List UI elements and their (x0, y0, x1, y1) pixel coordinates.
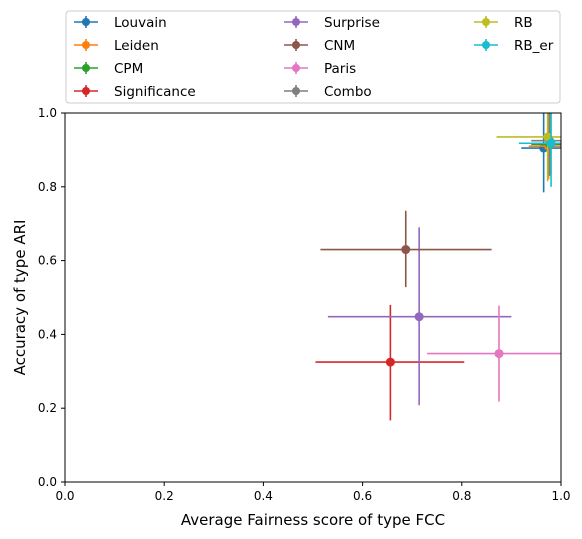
legend-item-leiden: Leiden (74, 38, 159, 54)
legend-label: Combo (324, 84, 372, 100)
legend-swatch-marker (292, 87, 300, 95)
legend-label: CPM (114, 61, 143, 77)
point-paris (494, 349, 504, 359)
point-cnm (401, 245, 411, 255)
x-axis-label: Average Fairness score of type FCC (181, 511, 445, 529)
series-surprise (327, 227, 512, 406)
legend-swatch-marker (292, 41, 300, 49)
legend-item-louvain: Louvain (74, 15, 167, 31)
x-tick-label: 0.4 (254, 489, 273, 503)
y-tick-label: 0.4 (38, 327, 57, 341)
legend-item-cnm: CNM (284, 38, 355, 54)
x-tick-label: 1.0 (551, 489, 570, 503)
legend-swatch-marker (82, 41, 90, 49)
legend-label: CNM (324, 38, 355, 54)
y-tick-label: 0.6 (38, 254, 57, 268)
point-surprise (414, 312, 424, 322)
y-tick-label: 0.8 (38, 180, 57, 194)
point-significance (385, 357, 395, 367)
x-tick-label: 0.2 (155, 489, 174, 503)
legend-swatch-marker (82, 18, 90, 26)
y-axis-ticks: 0.0 0.2 0.4 0.6 0.8 1.0 (38, 106, 65, 489)
legend-label: Leiden (114, 38, 159, 54)
x-tick-label: 0.0 (55, 489, 74, 503)
series-paris (427, 305, 561, 402)
legend-item-significance: Significance (74, 84, 196, 100)
legend-item-rb-er: RB_er (474, 38, 554, 54)
x-tick-label: 0.8 (452, 489, 471, 503)
series-leiden (528, 113, 561, 180)
point-rb-er (546, 138, 556, 148)
legend-box (65, 10, 561, 104)
legend-swatch-marker (82, 64, 90, 72)
axes-frame (64, 112, 562, 483)
legend-label: RB_er (514, 38, 554, 54)
x-axis-ticks: 0.0 0.2 0.4 0.6 0.8 1.0 (55, 482, 571, 503)
y-tick-label: 0.2 (38, 401, 57, 415)
legend-swatch-marker (292, 18, 300, 26)
legend-swatch-marker (82, 87, 90, 95)
plot-area (315, 113, 561, 421)
legend-label: Louvain (114, 15, 167, 31)
series-cpm (531, 113, 561, 176)
series-louvain (521, 113, 561, 193)
legend-item-combo: Combo (284, 84, 372, 100)
y-tick-label: 1.0 (38, 106, 57, 120)
legend-item-paris: Paris (284, 61, 356, 77)
y-axis-label: Accuracy of type ARI (11, 220, 29, 376)
y-tick-label: 0.0 (38, 475, 57, 489)
series-cnm (320, 210, 492, 288)
legend-label: RB (514, 15, 533, 31)
legend-label: Significance (114, 84, 196, 100)
legend: Louvain Leiden CPM Significance Surprise CNM P… (65, 10, 561, 104)
legend-label: Surprise (324, 15, 380, 31)
legend-item-rb: RB (474, 15, 533, 31)
series-significance (315, 304, 465, 421)
series-rb-er (518, 113, 561, 187)
legend-item-surprise: Surprise (284, 15, 380, 31)
legend-swatch-marker (292, 64, 300, 72)
x-tick-label: 0.6 (353, 489, 372, 503)
legend-label: Paris (324, 61, 356, 77)
legend-swatch-marker (482, 18, 490, 26)
legend-item-cpm: CPM (74, 61, 143, 77)
legend-swatch-marker (482, 41, 490, 49)
